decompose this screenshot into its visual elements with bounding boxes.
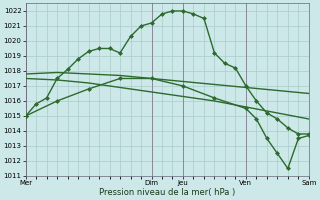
X-axis label: Pression niveau de la mer( hPa ): Pression niveau de la mer( hPa ): [99, 188, 236, 197]
